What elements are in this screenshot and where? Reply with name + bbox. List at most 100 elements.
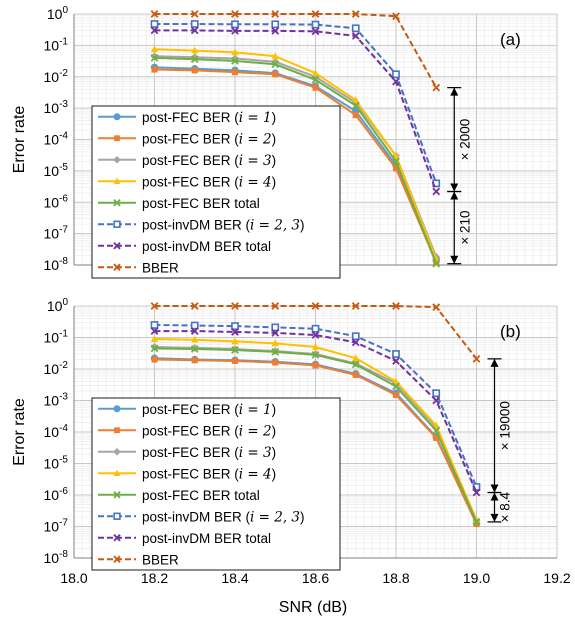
data-point-stroke-b <box>311 331 320 339</box>
data-point <box>352 112 359 119</box>
y-tick-label: 10-7 <box>44 518 69 535</box>
legend-swatch-marker <box>113 177 121 184</box>
data-point <box>231 10 239 18</box>
data-point <box>352 354 360 362</box>
x-tick-label: 18.0 <box>60 570 87 586</box>
data-point <box>271 26 280 35</box>
data-point-stroke-b <box>231 57 239 65</box>
y-tick-label: 10-6 <box>44 193 69 210</box>
data-point <box>272 359 279 366</box>
data-point <box>231 20 239 29</box>
series-5 <box>150 321 481 491</box>
ratio-label: × 8.4 <box>498 492 513 523</box>
series-line <box>154 323 478 488</box>
y-tick-label: 10-7 <box>44 225 69 242</box>
legend-swatch-marker <box>114 427 120 434</box>
legend-entry: BBER <box>98 260 179 275</box>
data-point-stroke-b <box>150 10 159 18</box>
ratio-annotation: × 2000 <box>447 87 472 193</box>
legend-entry: post-FEC BER (i = 3) <box>98 153 276 169</box>
data-point <box>231 346 239 354</box>
data-point <box>311 351 320 359</box>
series-line <box>154 330 478 493</box>
legend-entry: post-invDM BER total <box>98 239 271 254</box>
data-point <box>352 96 360 103</box>
data-point <box>271 302 280 310</box>
series-4 <box>150 53 441 268</box>
data-point <box>191 46 199 54</box>
legend-label: post-FEC BER (i = 1) <box>142 402 276 418</box>
data-point-stroke-b <box>190 327 199 335</box>
legend-entry: post-FEC BER (i = 4) <box>98 466 276 482</box>
ratio-arrowhead <box>490 492 499 501</box>
data-point-stroke-b <box>392 382 400 391</box>
data-point <box>392 70 400 79</box>
legend-label: post-FEC BER (i = 4) <box>142 466 276 482</box>
y-tick-label: 10-1 <box>44 329 69 346</box>
data-point <box>231 69 239 76</box>
data-point <box>351 101 360 110</box>
data-point-stroke-b <box>311 302 320 310</box>
legend-label: BBER <box>142 260 179 275</box>
data-point-stroke-b <box>231 328 239 336</box>
data-point <box>151 66 158 73</box>
data-point <box>392 157 400 166</box>
series-1 <box>151 66 440 266</box>
legend-entry: post-FEC BER (i = 1) <box>98 110 276 126</box>
data-point-stroke-b <box>271 10 280 18</box>
ratio-arrowhead <box>450 87 459 96</box>
data-point <box>150 334 159 342</box>
data-point-stroke-b <box>351 32 360 40</box>
data-point-stroke-b <box>150 344 159 353</box>
data-point <box>312 84 319 91</box>
ratio-annotations: × 19000 × 8.4 <box>487 358 513 523</box>
data-point <box>271 323 280 332</box>
legend-swatch-marker <box>113 469 121 476</box>
data-point-stroke-b <box>311 10 320 18</box>
legend: post-FEC BER (i = 1) post-FEC BER (i = 2)… <box>91 105 341 279</box>
series-line <box>154 29 438 192</box>
data-point-stroke-b <box>231 26 239 35</box>
data-point <box>271 20 280 29</box>
legend-entry: post-FEC BER total <box>98 196 260 211</box>
data-point <box>271 329 280 337</box>
legend-label: post-FEC BER total <box>142 196 260 211</box>
panel-label: (b) <box>500 322 521 341</box>
series-line <box>154 68 438 263</box>
legend-entry: post-FEC BER (i = 1) <box>98 402 276 418</box>
series-6 <box>150 327 481 497</box>
data-point <box>231 328 239 336</box>
data-point <box>150 20 159 28</box>
series-line <box>154 56 438 265</box>
data-point-stroke-b <box>190 26 199 35</box>
data-point-stroke-b <box>472 488 481 497</box>
y-tick-label: 10-8 <box>44 256 69 273</box>
legend-swatch-marker <box>113 199 121 207</box>
legend-swatch-marker <box>113 512 121 520</box>
data-point <box>150 45 159 53</box>
data-point-stroke-b <box>150 53 159 62</box>
legend: post-FEC BER (i = 1) post-FEC BER (i = 2)… <box>91 397 341 571</box>
data-point-stroke-b <box>392 302 400 310</box>
ratio-label: × 210 <box>457 211 472 245</box>
x-tick-labels: 18.0 18.2 18.4 18.6 18.8 19.0 19.2 <box>60 570 570 586</box>
data-point-stroke-b <box>150 327 159 335</box>
x-tick-label: 18.4 <box>221 570 248 586</box>
y-tick-label: 10-4 <box>44 131 69 148</box>
legend-swatch-marker <box>113 113 121 121</box>
data-point <box>271 347 280 356</box>
data-point <box>151 356 158 363</box>
data-point <box>351 360 360 369</box>
panel-a: 100 10-1 10-2 10-3 10-4 10-5 10-6 10-7 10-8 Error… <box>11 5 558 279</box>
data-point-stroke-b <box>271 60 280 69</box>
series-line <box>154 48 438 260</box>
legend-swatch-marker <box>113 555 121 563</box>
legend-swatch-marker <box>113 156 121 164</box>
legend-swatch-marker <box>113 405 121 413</box>
legend-swatch-marker <box>113 491 121 499</box>
data-point <box>311 324 320 333</box>
series-7 <box>150 10 441 92</box>
ratio-arrowhead <box>490 358 499 367</box>
series-line <box>154 66 438 260</box>
data-point-stroke-b <box>351 101 360 110</box>
